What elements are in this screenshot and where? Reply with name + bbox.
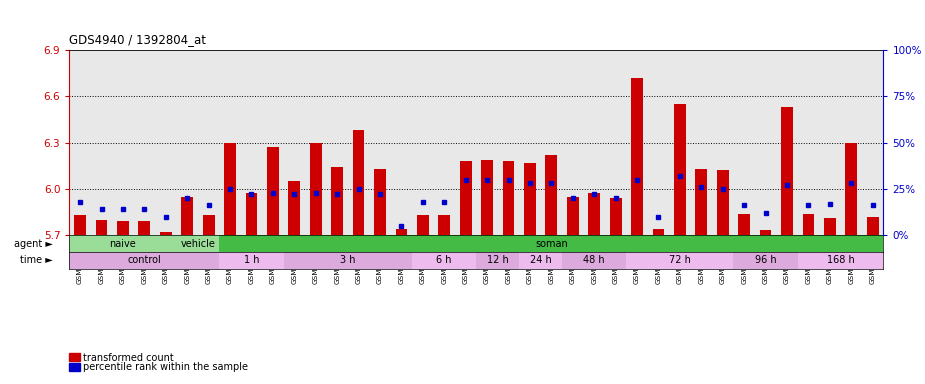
Bar — [781, 107, 793, 235]
Bar — [224, 142, 236, 235]
Bar — [417, 215, 428, 235]
Bar — [734, 252, 797, 269]
Text: 6 h: 6 h — [437, 255, 452, 265]
Bar — [203, 215, 215, 235]
Bar — [524, 162, 536, 235]
Bar — [69, 252, 219, 269]
Bar — [481, 159, 493, 235]
Bar — [803, 214, 814, 235]
Text: agent ►: agent ► — [14, 238, 53, 248]
Text: 72 h: 72 h — [669, 255, 691, 265]
Text: percentile rank within the sample: percentile rank within the sample — [83, 362, 248, 372]
Bar — [610, 198, 622, 235]
Text: 168 h: 168 h — [827, 255, 855, 265]
Bar — [331, 167, 343, 235]
Bar — [674, 104, 685, 235]
Bar — [562, 252, 626, 269]
Bar — [352, 130, 364, 235]
Bar — [631, 78, 643, 235]
Bar — [139, 221, 150, 235]
Bar — [546, 155, 557, 235]
Bar — [626, 252, 734, 269]
Bar — [117, 221, 129, 235]
Bar — [177, 235, 219, 252]
Text: time ►: time ► — [20, 255, 53, 265]
Bar — [181, 197, 193, 235]
Text: GDS4940 / 1392804_at: GDS4940 / 1392804_at — [69, 33, 206, 46]
Bar — [284, 252, 413, 269]
Text: vehicle: vehicle — [180, 238, 216, 248]
Bar — [588, 194, 600, 235]
Bar — [413, 252, 476, 269]
Text: 96 h: 96 h — [755, 255, 776, 265]
Bar — [717, 170, 729, 235]
Bar — [519, 252, 562, 269]
Bar — [797, 252, 883, 269]
Bar — [759, 230, 771, 235]
Text: 24 h: 24 h — [530, 255, 551, 265]
Text: soman: soman — [535, 238, 568, 248]
Bar — [74, 215, 86, 235]
Bar — [438, 215, 450, 235]
Bar — [845, 142, 857, 235]
Bar — [502, 161, 514, 235]
Bar — [824, 218, 835, 235]
Text: 3 h: 3 h — [340, 255, 355, 265]
Bar — [567, 197, 579, 235]
Text: 1 h: 1 h — [243, 255, 259, 265]
Bar — [696, 169, 708, 235]
Text: 12 h: 12 h — [487, 255, 509, 265]
Bar — [867, 217, 879, 235]
Text: naive: naive — [109, 238, 136, 248]
Text: control: control — [128, 255, 161, 265]
Bar — [219, 235, 883, 252]
Bar — [289, 181, 301, 235]
Bar — [738, 214, 750, 235]
Bar — [69, 235, 177, 252]
Bar — [267, 147, 278, 235]
Bar — [374, 169, 386, 235]
Text: transformed count: transformed count — [83, 353, 174, 362]
Bar — [396, 229, 407, 235]
Bar — [310, 142, 322, 235]
Bar — [160, 232, 172, 235]
Bar — [460, 161, 472, 235]
Bar — [95, 220, 107, 235]
Bar — [219, 252, 284, 269]
Bar — [652, 229, 664, 235]
Bar — [245, 194, 257, 235]
Text: 48 h: 48 h — [584, 255, 605, 265]
Bar — [476, 252, 519, 269]
